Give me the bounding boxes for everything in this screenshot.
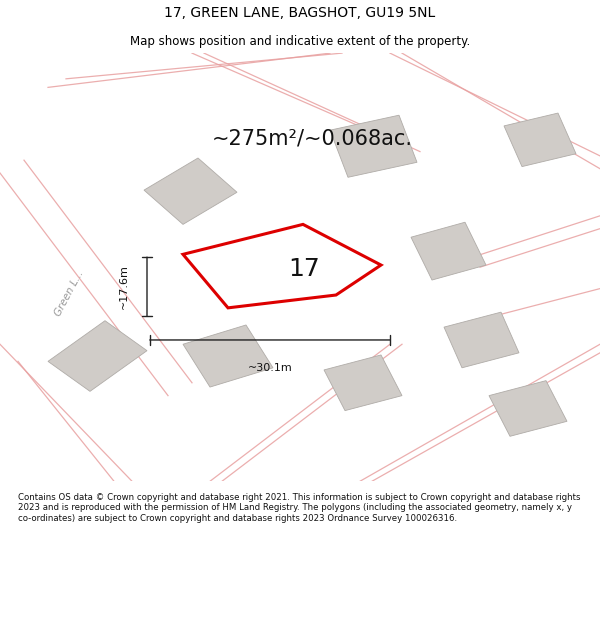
Text: 17, GREEN LANE, BAGSHOT, GU19 5NL: 17, GREEN LANE, BAGSHOT, GU19 5NL (164, 6, 436, 20)
Polygon shape (504, 113, 576, 167)
Text: Green L...: Green L... (53, 268, 85, 318)
Text: Contains OS data © Crown copyright and database right 2021. This information is : Contains OS data © Crown copyright and d… (18, 492, 581, 522)
Text: ~275m²/~0.068ac.: ~275m²/~0.068ac. (212, 129, 413, 149)
Polygon shape (183, 224, 381, 308)
Polygon shape (324, 355, 402, 411)
Polygon shape (48, 321, 147, 391)
Polygon shape (144, 158, 237, 224)
Polygon shape (330, 115, 417, 178)
Text: ~30.1m: ~30.1m (248, 362, 292, 372)
Polygon shape (411, 222, 486, 280)
Polygon shape (183, 325, 273, 387)
Text: ~17.6m: ~17.6m (119, 264, 129, 309)
Text: Map shows position and indicative extent of the property.: Map shows position and indicative extent… (130, 35, 470, 48)
Polygon shape (489, 381, 567, 436)
Text: 17: 17 (289, 258, 320, 281)
Polygon shape (444, 312, 519, 368)
